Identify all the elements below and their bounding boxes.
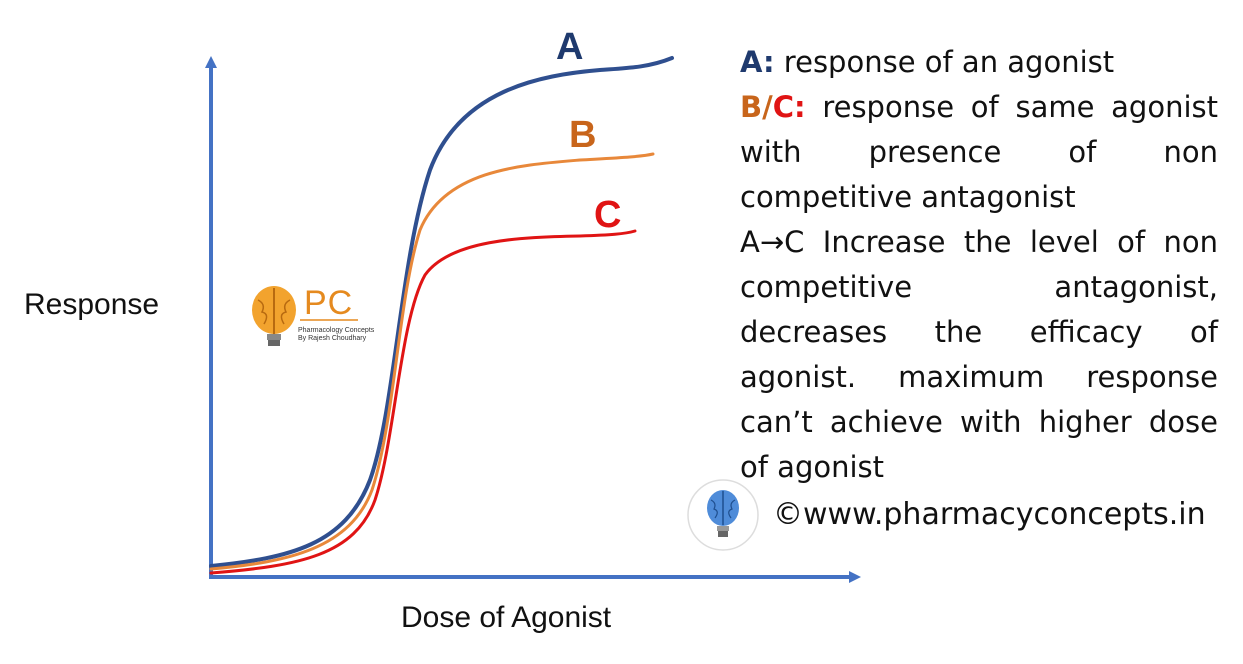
curve-b [209, 152, 655, 571]
description-line-efficacy: A→C Increase the level of non competitiv… [740, 225, 1218, 484]
curve-label-b: B [569, 114, 597, 156]
key-c: C: [772, 90, 806, 124]
logo-tagline: Pharmacology Concepts By Rajesh Choudhar… [298, 327, 388, 343]
brain-bulb-logo [252, 286, 358, 346]
logo-tagline-line-1: Pharmacology Concepts [298, 327, 375, 334]
description-a-text: response of an agonist [774, 45, 1115, 79]
description-line-a: A: response of an agonist [740, 40, 1218, 85]
description-bc-text: response of same agonist with presence o… [740, 90, 1218, 214]
curve-a [209, 56, 674, 568]
logo-tagline-line-2: By Rajesh Choudhary [298, 335, 367, 342]
footer-brain-logo-icon [687, 479, 759, 551]
copyright-text: ©www.pharmacyconcepts.in [773, 497, 1206, 532]
curve-label-c: C [594, 194, 622, 236]
x-axis-label: Dose of Agonist [401, 601, 612, 634]
curve-label-a: A [556, 26, 584, 68]
key-b: B/ [740, 90, 773, 124]
logo-text: PC [304, 284, 354, 322]
y-axis-label: Response [24, 288, 160, 321]
description-panel: A: response of an agonist B/C: response … [740, 40, 1218, 490]
description-line-bc: B/C: response of same agonist with prese… [740, 85, 1218, 220]
brain-icon [252, 286, 296, 346]
key-a: A: [740, 45, 775, 79]
curve-c [209, 229, 637, 575]
